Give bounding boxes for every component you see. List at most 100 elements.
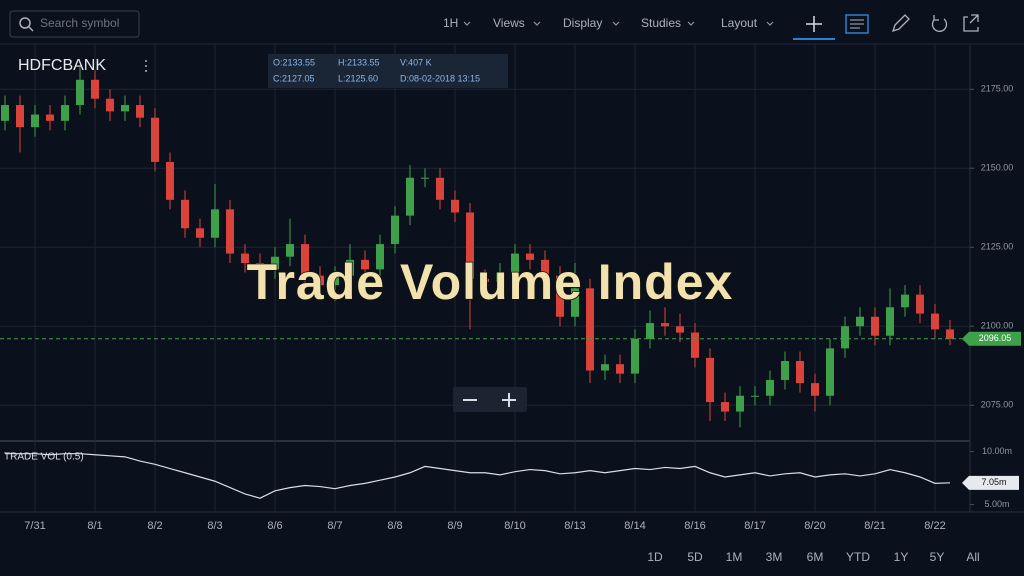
range-button[interactable]: 5Y bbox=[930, 550, 945, 564]
current-volume-tag bbox=[962, 475, 1019, 490]
candle-body bbox=[946, 329, 954, 339]
candle-body bbox=[286, 244, 294, 257]
y-tick-label: 2075.00 bbox=[981, 400, 1014, 410]
y-tick-label: 2100.00 bbox=[981, 321, 1014, 331]
x-tick-label: 8/2 bbox=[147, 520, 162, 532]
candle-body bbox=[706, 357, 714, 403]
candle-body bbox=[166, 161, 174, 200]
candle-body bbox=[466, 212, 474, 279]
candle-body bbox=[436, 177, 444, 200]
x-tick-label: 8/20 bbox=[804, 520, 825, 532]
candle-body bbox=[391, 215, 399, 245]
range-button[interactable]: 3M bbox=[766, 550, 783, 564]
current-price-tag bbox=[962, 331, 1021, 346]
candle-body bbox=[181, 199, 189, 229]
candle-body bbox=[901, 294, 909, 308]
ohlc-open: O:2133.55 bbox=[273, 57, 315, 67]
range-button[interactable]: 1M bbox=[726, 550, 743, 564]
candle-body bbox=[811, 383, 819, 396]
candle-body bbox=[931, 313, 939, 330]
candle-body bbox=[631, 338, 639, 374]
crosshair-tool[interactable] bbox=[793, 16, 835, 40]
candle-body bbox=[541, 259, 549, 276]
candle-body bbox=[256, 263, 264, 270]
volume-line bbox=[5, 453, 951, 499]
candle-body bbox=[481, 278, 489, 282]
candle-body bbox=[226, 209, 234, 254]
search-icon bbox=[19, 17, 31, 29]
candle-body bbox=[331, 275, 339, 286]
range-button[interactable]: 1Y bbox=[894, 550, 909, 564]
current-volume-label: 7.05m bbox=[981, 477, 1006, 487]
candle-body bbox=[691, 332, 699, 358]
search-icon bbox=[28, 26, 34, 32]
draw-tool[interactable] bbox=[891, 14, 910, 33]
candle-body bbox=[676, 326, 684, 333]
studies-menu[interactable]: Studies bbox=[641, 16, 681, 30]
range-button[interactable]: YTD bbox=[846, 550, 870, 564]
candle-body bbox=[106, 98, 114, 112]
watermark: Trade Volume Index bbox=[247, 254, 734, 310]
candle-body bbox=[781, 361, 789, 380]
candle-body bbox=[196, 228, 204, 238]
popout-tool[interactable] bbox=[963, 14, 979, 32]
x-tick-label: 8/6 bbox=[267, 520, 282, 532]
ohlc-close: C:2127.05 bbox=[273, 73, 315, 83]
indicator-title: TRADE VOL (0.5) bbox=[4, 452, 84, 463]
search-placeholder[interactable]: Search symbol bbox=[40, 16, 119, 30]
candle-body bbox=[826, 348, 834, 396]
candle-body bbox=[241, 253, 249, 264]
candle-body bbox=[511, 253, 519, 273]
x-tick-label: 7/31 bbox=[24, 520, 45, 532]
chart-type-icon bbox=[850, 19, 864, 29]
candle-body bbox=[346, 259, 354, 276]
y-tick-label: 2125.00 bbox=[981, 242, 1014, 252]
candle-body bbox=[406, 177, 414, 216]
reset-tool[interactable] bbox=[931, 15, 948, 32]
candle-body bbox=[46, 114, 54, 121]
y-tick-label: 10.00m bbox=[982, 446, 1012, 456]
candle-body bbox=[871, 316, 879, 336]
candle-body bbox=[766, 379, 774, 396]
zoom-in[interactable] bbox=[502, 393, 516, 407]
candle-body bbox=[151, 117, 159, 162]
candle-body bbox=[421, 177, 429, 179]
x-tick-label: 8/10 bbox=[504, 520, 525, 532]
candle-body bbox=[211, 209, 219, 238]
display-menu[interactable]: Display bbox=[563, 16, 602, 30]
layout-menu[interactable]: Layout bbox=[721, 16, 758, 30]
range-button[interactable]: 6M bbox=[807, 550, 824, 564]
symbol-menu[interactable] bbox=[145, 60, 147, 72]
candle-body bbox=[16, 105, 24, 128]
candle-body bbox=[271, 256, 279, 270]
x-tick-label: 8/22 bbox=[924, 520, 945, 532]
x-tick-label: 8/7 bbox=[327, 520, 342, 532]
candle-body bbox=[376, 244, 384, 270]
search-box[interactable] bbox=[9, 10, 140, 38]
candle-body bbox=[526, 253, 534, 260]
x-tick-label: 8/9 bbox=[447, 520, 462, 532]
views-menu[interactable]: Views bbox=[493, 16, 525, 30]
range-button[interactable]: All bbox=[966, 550, 979, 564]
interval-menu[interactable]: 1H bbox=[443, 16, 458, 30]
x-tick-label: 8/14 bbox=[624, 520, 645, 532]
x-tick-label: 8/17 bbox=[744, 520, 765, 532]
ohlc-box bbox=[268, 54, 508, 88]
x-tick-label: 8/1 bbox=[87, 520, 102, 532]
candle-body bbox=[31, 114, 39, 128]
candle-body bbox=[316, 275, 324, 286]
range-button[interactable]: 5D bbox=[687, 550, 703, 564]
candle-body bbox=[1, 105, 9, 121]
symbol-name[interactable]: HDFCBANK bbox=[18, 57, 106, 74]
range-button[interactable]: 1D bbox=[647, 550, 663, 564]
y-tick-label: 5.00m bbox=[984, 499, 1009, 509]
candle-body bbox=[76, 79, 84, 106]
marks: 2096.05 7.05m bbox=[0, 67, 1021, 499]
candle-body bbox=[451, 199, 459, 213]
x-tick-label: 8/8 bbox=[387, 520, 402, 532]
current-price-label: 2096.05 bbox=[979, 333, 1012, 343]
candle-body bbox=[856, 316, 864, 327]
chart-type-tool[interactable] bbox=[845, 14, 869, 34]
candle-body bbox=[61, 105, 69, 121]
